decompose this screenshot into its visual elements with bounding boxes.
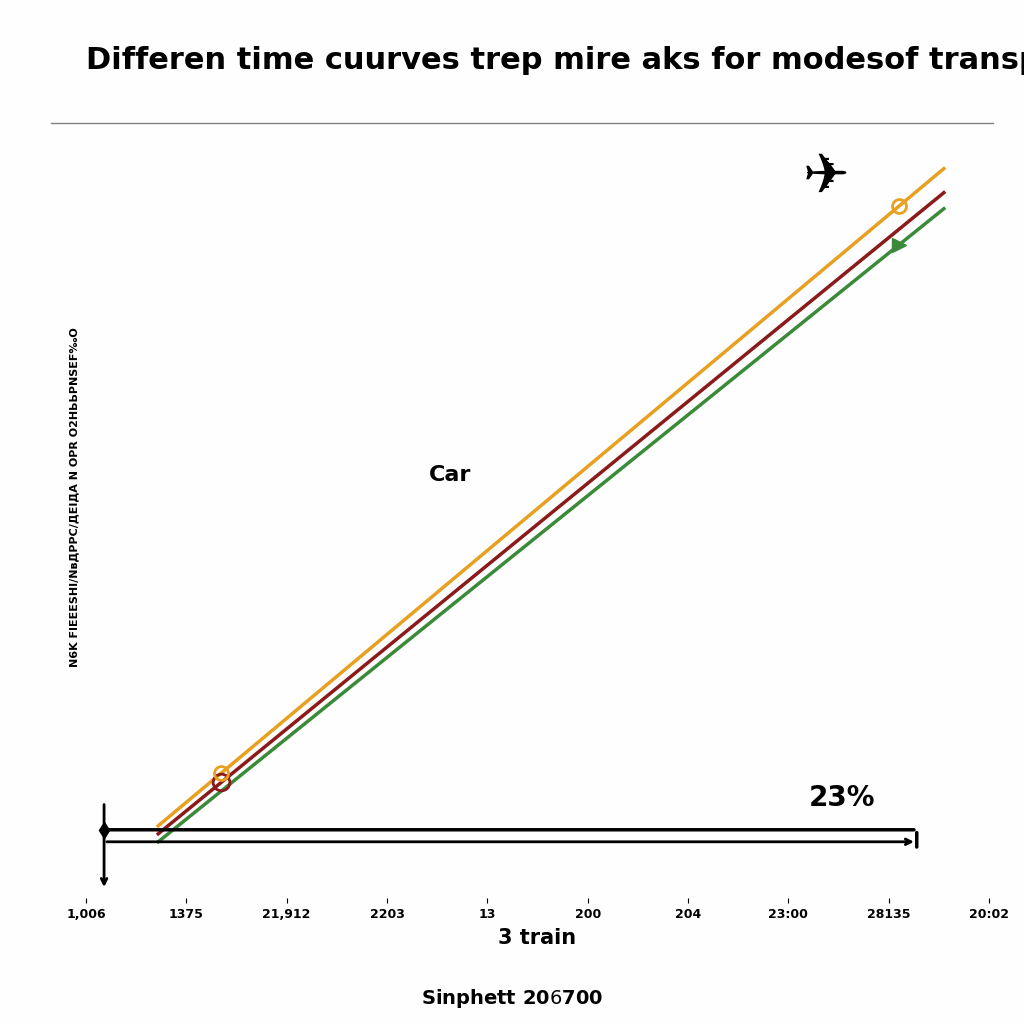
X-axis label: 3 train: 3 train: [499, 928, 577, 947]
Text: 23%: 23%: [808, 783, 874, 812]
Text: Car: Car: [429, 465, 471, 485]
Text: ✈: ✈: [803, 151, 850, 205]
Text: Differen time cuurves trep mire aks for modes​of transport: Differen time cuurves trep mire aks for …: [86, 46, 1024, 75]
Y-axis label: N6K FIEEESHI/NвДPРC/ДEIДA N OPR O2HЬЬPNSEF‰O: N6K FIEEESHI/NвДPРC/ДEIДA N OPR O2HЬЬPNS…: [69, 328, 79, 667]
Text: Sinphett 20$6 $700: Sinphett 20$6 $700: [421, 986, 603, 1010]
